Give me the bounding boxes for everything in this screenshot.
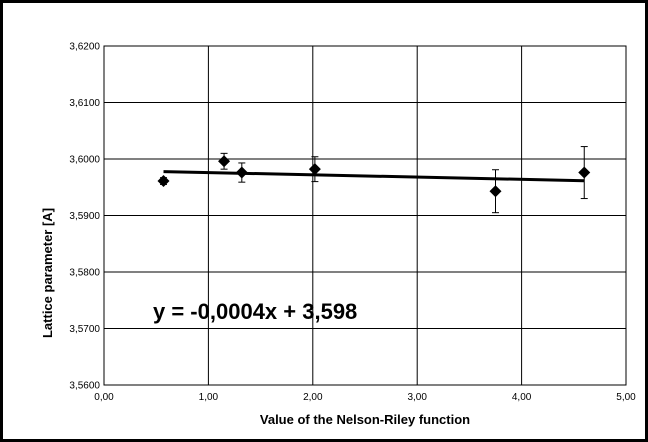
y-tick-label: 3,5600	[69, 381, 100, 392]
data-point	[157, 175, 170, 188]
linear-trendline	[163, 170, 585, 183]
x-tick-label: 0,00	[94, 392, 114, 403]
x-axis-title: Value of the Nelson-Riley function	[260, 412, 470, 427]
y-tick-label: 3,5800	[69, 268, 100, 279]
y-tick-label: 3,6200	[69, 42, 100, 53]
x-tick-label: 4,00	[512, 392, 532, 403]
plot-area-border	[103, 45, 627, 386]
data-point	[578, 166, 591, 179]
x-tick-label: 1,00	[199, 392, 219, 403]
data-point	[218, 155, 231, 168]
data-points	[157, 155, 591, 198]
x-tick-label: 5,00	[616, 392, 636, 403]
y-tick-label: 3,6100	[69, 98, 100, 109]
grid-lines	[103, 45, 627, 386]
y-tick-labels: 3,5600 3,5700 3,5800 3,5900 3,6000 3,6100 3,62…	[69, 42, 100, 392]
trendline-equation: y = -0,0004x + 3,598	[153, 299, 357, 324]
x-tick-label: 2,00	[303, 392, 323, 403]
data-point	[489, 185, 502, 198]
y-tick-label: 3,5700	[69, 324, 100, 335]
y-tick-label: 3,5900	[69, 211, 100, 222]
x-tick-label: 3,00	[407, 392, 427, 403]
data-point	[308, 163, 321, 176]
y-tick-label: 3,6000	[69, 155, 100, 166]
x-tick-labels: 0,00 1,00 2,00 3,00 4,00 5,00	[94, 392, 636, 403]
y-axis-title: Lattice parameter [A]	[40, 208, 55, 338]
data-point	[235, 166, 248, 179]
